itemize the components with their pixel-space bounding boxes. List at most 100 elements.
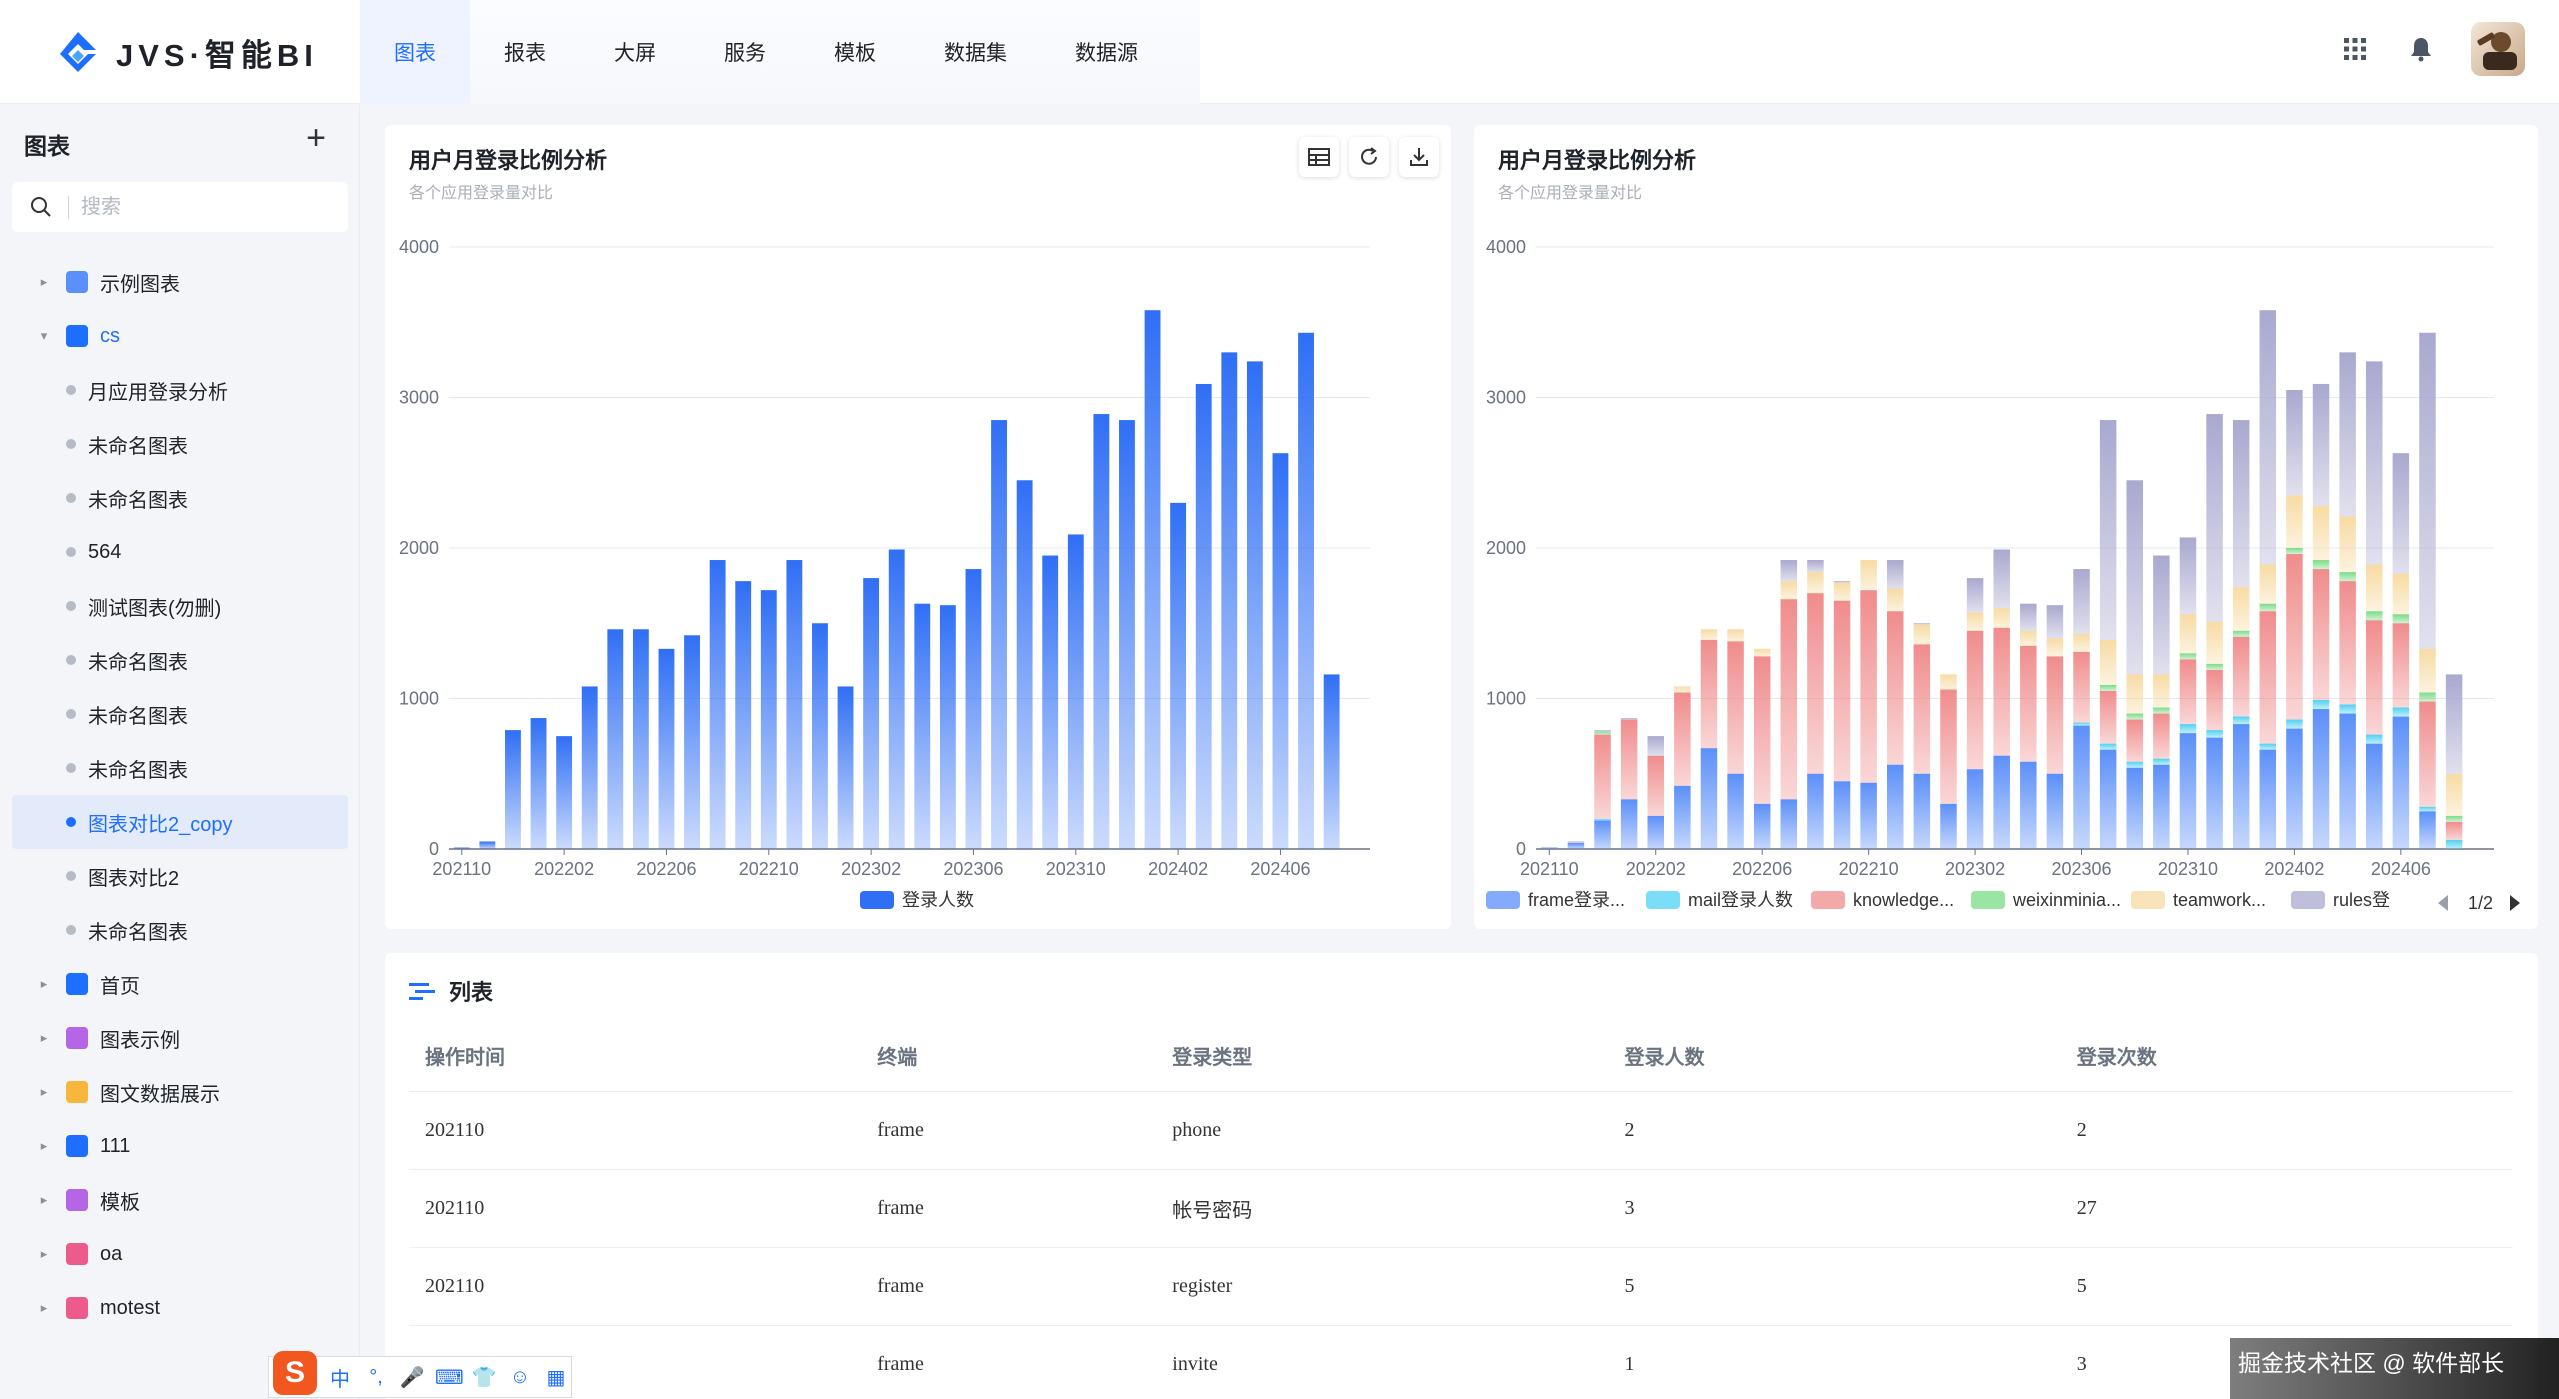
bar[interactable]	[2126, 767, 2143, 849]
bar[interactable]	[2126, 713, 2143, 720]
legend-swatch[interactable]	[2291, 891, 2325, 909]
caret-icon[interactable]: ▸	[40, 1300, 48, 1315]
bar[interactable]	[2153, 758, 2170, 765]
bar[interactable]	[2259, 310, 2277, 565]
apps-grid-icon[interactable]	[2339, 33, 2371, 65]
bar[interactable]	[1674, 686, 1691, 693]
bar[interactable]	[1780, 581, 1798, 600]
tree-item[interactable]: ▸ 示例图表	[12, 255, 348, 309]
bar[interactable]	[2126, 719, 2143, 762]
bar[interactable]	[2020, 603, 2037, 631]
tree-item[interactable]: 月应用登录分析	[12, 363, 348, 417]
bar[interactable]	[1567, 842, 1585, 849]
legend-prev-icon[interactable]	[2438, 895, 2448, 911]
bar[interactable]	[1594, 731, 1611, 735]
bar[interactable]	[2366, 734, 2383, 744]
bar[interactable]	[2206, 621, 2223, 664]
microphone-icon[interactable]: 🎤	[399, 1366, 425, 1389]
tree-item[interactable]: ▾ cs	[12, 309, 348, 363]
bar[interactable]	[1913, 644, 1931, 774]
emoji-icon[interactable]: ☺	[509, 1365, 531, 1388]
bar[interactable]	[1067, 534, 1084, 849]
bar[interactable]	[1298, 332, 1314, 849]
bar[interactable]	[2153, 674, 2170, 708]
bar[interactable]	[2312, 569, 2330, 701]
bar[interactable]	[2339, 352, 2356, 517]
tree-item[interactable]: 未命名图表	[12, 687, 348, 741]
bar[interactable]	[1993, 755, 2010, 849]
caret-icon[interactable]: ▸	[40, 1084, 48, 1099]
bell-icon[interactable]	[2405, 33, 2437, 65]
user-avatar[interactable]	[2471, 22, 2525, 76]
bar[interactable]	[2126, 761, 2143, 768]
bar[interactable]	[888, 549, 905, 849]
legend-label[interactable]: mail登录人数	[1688, 890, 1793, 910]
tree-item[interactable]: 图表对比2_copy	[12, 795, 348, 849]
bar[interactable]	[2232, 724, 2250, 849]
bar[interactable]	[2073, 725, 2090, 849]
bar[interactable]	[2312, 709, 2330, 849]
bar[interactable]	[2206, 669, 2223, 731]
nav-tab[interactable]: 数据源	[1075, 42, 1138, 65]
bar[interactable]	[1807, 773, 1824, 849]
legend-label[interactable]: frame登录...	[1528, 890, 1625, 910]
bar[interactable]	[1940, 674, 1957, 690]
bar[interactable]	[2366, 361, 2383, 565]
bar[interactable]	[2073, 651, 2090, 723]
bar[interactable]	[1700, 629, 1718, 640]
bar[interactable]	[1993, 549, 2010, 609]
bar[interactable]	[1541, 847, 1558, 849]
bar[interactable]	[1594, 730, 1611, 732]
tree-item[interactable]: 564	[12, 525, 348, 579]
bar[interactable]	[2419, 701, 2436, 807]
bar[interactable]	[2392, 614, 2410, 624]
column-header[interactable]: 操作时间	[409, 1021, 862, 1092]
bar[interactable]	[1966, 612, 1984, 631]
bar[interactable]	[1246, 361, 1263, 849]
bar[interactable]	[2312, 560, 2330, 570]
bar[interactable]	[2020, 761, 2037, 849]
bar[interactable]	[2339, 713, 2356, 849]
bar[interactable]	[760, 590, 777, 849]
bar[interactable]	[1860, 560, 1877, 591]
caret-icon[interactable]: ▸	[40, 274, 48, 289]
bar[interactable]	[530, 718, 547, 849]
bar[interactable]	[812, 623, 828, 849]
bar[interactable]	[2232, 716, 2250, 725]
tree-item[interactable]: 未命名图表	[12, 903, 348, 957]
bar[interactable]	[2286, 389, 2303, 496]
add-chart-button[interactable]: +	[306, 119, 326, 157]
bar[interactable]	[2419, 811, 2436, 849]
bar[interactable]	[2419, 806, 2436, 812]
column-header[interactable]: 登录次数	[2060, 1021, 2513, 1092]
bar[interactable]	[2392, 623, 2410, 708]
tree-item[interactable]: ▸ 首页	[12, 957, 348, 1011]
bar[interactable]	[2179, 659, 2197, 725]
bar[interactable]	[2419, 648, 2436, 693]
bar[interactable]	[1042, 555, 1059, 849]
tree-item[interactable]: 未命名图表	[12, 741, 348, 795]
bar[interactable]	[1620, 719, 1638, 800]
bar[interactable]	[735, 581, 752, 849]
bar[interactable]	[2206, 737, 2223, 849]
table-row[interactable]: 202110 frame phone 2 2	[409, 1091, 2513, 1170]
bar[interactable]	[1807, 560, 1824, 573]
bar[interactable]	[2073, 569, 2090, 634]
table-row[interactable]: 202110frameinvite13	[409, 1325, 2513, 1399]
caret-icon[interactable]: ▸	[40, 1246, 48, 1261]
bar[interactable]	[2339, 572, 2356, 582]
bar[interactable]	[1940, 689, 1957, 804]
bar[interactable]	[2339, 581, 2356, 705]
nav-tab[interactable]: 图表	[360, 0, 470, 104]
legend-next-icon[interactable]	[2510, 895, 2520, 911]
app-logo[interactable]: JVS·智能BI	[54, 24, 318, 80]
bar[interactable]	[1966, 630, 1984, 770]
tree-item[interactable]: 未命名图表	[12, 471, 348, 525]
bar[interactable]	[1780, 599, 1798, 800]
column-header[interactable]: 终端	[861, 1021, 1157, 1092]
bar[interactable]	[1753, 803, 1771, 849]
bar[interactable]	[556, 736, 573, 849]
bar[interactable]	[1144, 310, 1161, 849]
bar[interactable]	[1833, 781, 1851, 849]
bar[interactable]	[2392, 716, 2410, 849]
